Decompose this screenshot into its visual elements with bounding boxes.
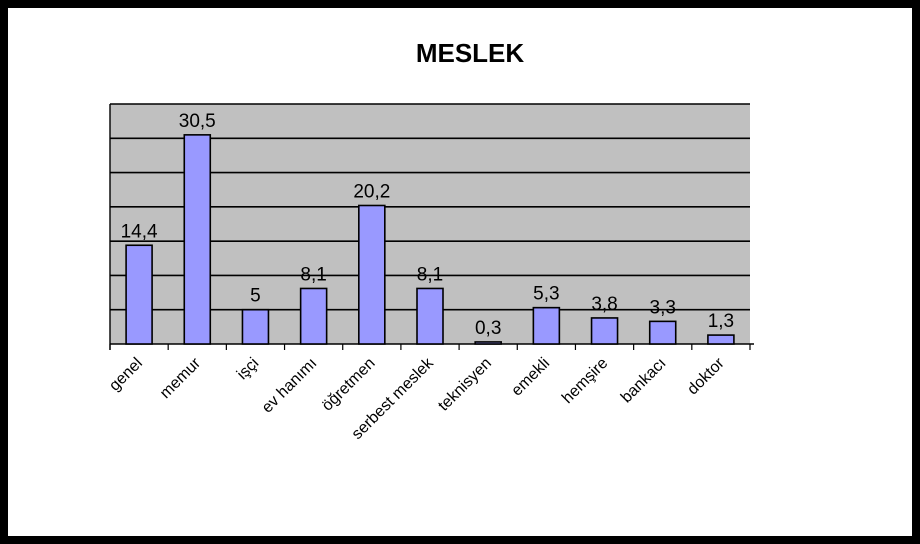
- x-tick-label: memur: [157, 354, 205, 402]
- data-label: 1,3: [708, 311, 734, 332]
- bar: [358, 204, 386, 345]
- data-label: 0,3: [475, 318, 501, 339]
- data-label: 8,1: [417, 264, 443, 285]
- bar: [648, 320, 677, 345]
- data-label: 5: [250, 286, 261, 307]
- chart-title: MESLEK: [416, 38, 525, 68]
- data-label: 3,8: [591, 294, 617, 315]
- x-tick-label: hemşire: [559, 355, 611, 407]
- bar: [590, 317, 619, 345]
- data-label: 30,5: [179, 111, 216, 132]
- bar: [183, 134, 212, 345]
- data-label: 20,2: [353, 181, 390, 202]
- bar: [299, 287, 328, 345]
- bar: [707, 334, 735, 345]
- x-tick-label: doktor: [684, 354, 728, 398]
- bar: [532, 306, 561, 345]
- x-tick-label: bankacı: [618, 355, 670, 407]
- x-tick-label: öğretmen: [319, 355, 379, 415]
- bar: [125, 244, 153, 345]
- x-tick-label: ev hanımı: [259, 355, 321, 417]
- x-tick-label: işçi: [234, 355, 262, 383]
- bar: [474, 341, 502, 345]
- x-tick-label: genel: [106, 355, 146, 395]
- bar: [416, 287, 444, 345]
- data-label: 8,1: [300, 264, 326, 285]
- x-tick-label: teknisyen: [435, 355, 495, 415]
- bar: [241, 308, 270, 345]
- x-tick-label: emekli: [508, 355, 553, 400]
- data-label: 14,4: [121, 221, 158, 242]
- plot-area: 14,4 genel 30,5 memur 5 işçi 8,1 ev hanımı 20,2 ö…: [106, 103, 754, 443]
- data-label: 5,3: [533, 284, 559, 305]
- data-label: 3,3: [650, 297, 676, 318]
